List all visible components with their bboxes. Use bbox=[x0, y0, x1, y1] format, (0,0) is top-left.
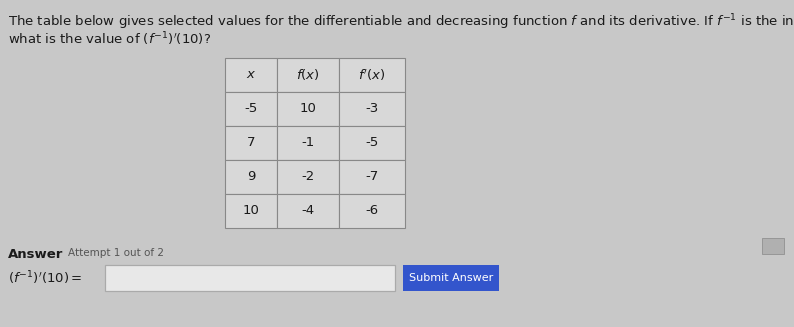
Bar bbox=[339, 160, 405, 194]
Bar bbox=[225, 58, 277, 92]
Text: Submit Answer: Submit Answer bbox=[409, 273, 493, 283]
Bar bbox=[403, 265, 499, 291]
Text: -5: -5 bbox=[245, 102, 257, 115]
Text: -1: -1 bbox=[302, 136, 314, 149]
Text: 9: 9 bbox=[247, 170, 255, 183]
Text: -6: -6 bbox=[365, 204, 379, 217]
Bar bbox=[762, 238, 784, 254]
Bar bbox=[277, 92, 339, 126]
Text: $f'(x)$: $f'(x)$ bbox=[358, 67, 386, 83]
Bar bbox=[277, 194, 339, 228]
Text: Answer: Answer bbox=[8, 248, 64, 261]
Text: 7: 7 bbox=[247, 136, 255, 149]
Bar bbox=[339, 126, 405, 160]
Bar bbox=[225, 126, 277, 160]
Bar bbox=[277, 160, 339, 194]
Text: -4: -4 bbox=[302, 204, 314, 217]
Bar bbox=[339, 194, 405, 228]
Bar bbox=[105, 265, 395, 291]
Text: -7: -7 bbox=[365, 170, 379, 183]
Bar bbox=[277, 58, 339, 92]
Text: $x$: $x$ bbox=[246, 68, 256, 81]
Bar bbox=[225, 160, 277, 194]
Bar bbox=[225, 194, 277, 228]
Text: what is the value of $(f^{-1})'(10)$?: what is the value of $(f^{-1})'(10)$? bbox=[8, 30, 211, 48]
Text: 10: 10 bbox=[242, 204, 260, 217]
Text: Attempt 1 out of 2: Attempt 1 out of 2 bbox=[68, 248, 164, 258]
Bar bbox=[339, 92, 405, 126]
Text: -2: -2 bbox=[302, 170, 314, 183]
Text: $f(x)$: $f(x)$ bbox=[296, 67, 320, 82]
Bar bbox=[339, 58, 405, 92]
Text: -5: -5 bbox=[365, 136, 379, 149]
Text: $(f^{-1})'(10) =$: $(f^{-1})'(10) =$ bbox=[8, 269, 83, 287]
Text: The table below gives selected values for the differentiable and decreasing func: The table below gives selected values fo… bbox=[8, 12, 794, 32]
Bar bbox=[277, 126, 339, 160]
Text: -3: -3 bbox=[365, 102, 379, 115]
Text: 10: 10 bbox=[299, 102, 317, 115]
Bar bbox=[225, 92, 277, 126]
